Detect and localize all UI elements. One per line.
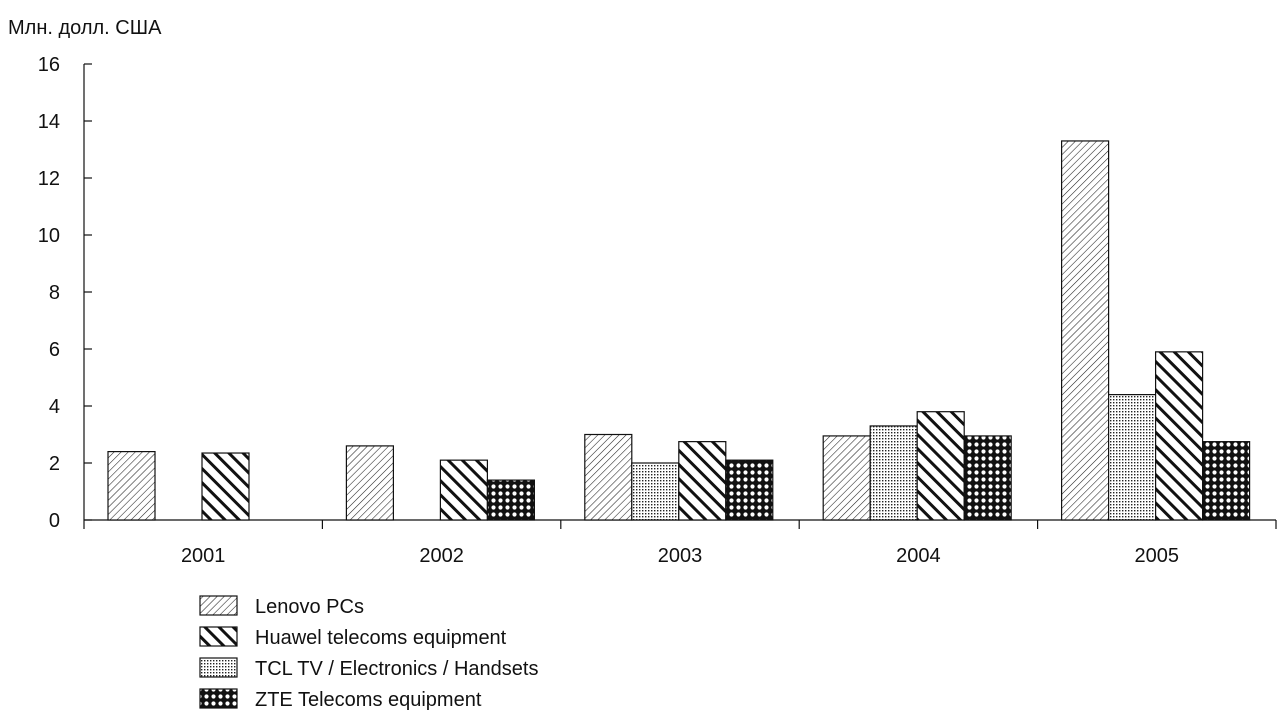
y-tick-label: 14 <box>38 111 60 133</box>
bar-lenovo-pcs-2004 <box>822 435 871 521</box>
y-tick-label: 4 <box>49 396 60 418</box>
bar-huawel-telecoms-equipment-2005 <box>1154 351 1204 521</box>
bar-zte-telecoms-equipment-2004 <box>963 435 1012 521</box>
bar-huawel-telecoms-equipment-2001 <box>201 452 250 521</box>
x-tick-label: 2005 <box>1135 545 1180 567</box>
bar-lenovo-pcs-2005 <box>1060 140 1110 521</box>
x-tick-label: 2001 <box>181 545 226 567</box>
x-tick-label: 2004 <box>896 545 941 567</box>
y-tick-label: 8 <box>49 282 60 304</box>
legend-swatch <box>199 688 238 709</box>
bar-tcl-tv-electronics-handsets-2003 <box>631 462 680 521</box>
legend-swatch <box>199 657 238 678</box>
bar-huawel-telecoms-equipment-2003 <box>678 441 727 521</box>
legend-label: TCL TV / Electronics / Handsets <box>255 658 538 680</box>
x-tick-label: 2002 <box>419 545 464 567</box>
y-tick-label: 6 <box>49 339 60 361</box>
bars <box>107 140 1251 521</box>
legend-swatch <box>199 626 238 647</box>
y-tick-label: 12 <box>38 168 60 190</box>
bar-zte-telecoms-equipment-2003 <box>725 459 774 521</box>
y-axis-label: Млн. долл. США <box>8 17 162 39</box>
bar-lenovo-pcs-2002 <box>345 445 394 521</box>
bar-lenovo-pcs-2003 <box>584 433 633 521</box>
bar-tcl-tv-electronics-handsets-2005 <box>1107 394 1157 521</box>
bar-huawel-telecoms-equipment-2004 <box>916 411 965 521</box>
y-tick-label: 0 <box>49 510 60 532</box>
x-tick-label: 2003 <box>658 545 703 567</box>
bar-zte-telecoms-equipment-2002 <box>486 479 535 521</box>
bar-zte-telecoms-equipment-2005 <box>1201 441 1251 521</box>
legend-label: ZTE Telecoms equipment <box>255 689 482 711</box>
y-tick-label: 2 <box>49 453 60 475</box>
legend-swatch <box>199 595 238 616</box>
bar-lenovo-pcs-2001 <box>107 451 156 521</box>
bar-huawel-telecoms-equipment-2002 <box>439 459 488 521</box>
y-tick-label: 16 <box>38 54 60 76</box>
y-tick-label: 10 <box>38 225 60 247</box>
bar-tcl-tv-electronics-handsets-2004 <box>869 425 918 521</box>
legend-label: Lenovo PCs <box>255 596 364 618</box>
legend-label: Huawel telecoms equipment <box>255 627 507 649</box>
axes: 0 2 4 6 8 10 12 14 16 2001 2002 2003 2004 2005 <box>38 54 1277 567</box>
legend: Lenovo PCs Huawel telecoms equipment TCL T… <box>199 595 538 711</box>
